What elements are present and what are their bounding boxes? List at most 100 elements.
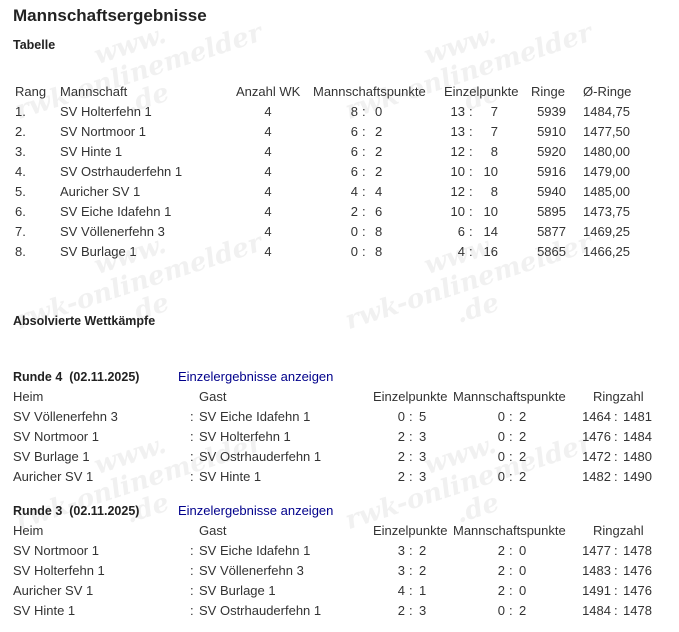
ep-left: 4 bbox=[397, 583, 405, 598]
ringe-cell: 5910 bbox=[537, 124, 566, 139]
ringzahl-home: 1491 bbox=[582, 583, 611, 598]
details-link[interactable]: Einzelergebnisse anzeigen bbox=[178, 369, 334, 384]
mp-left: 0 bbox=[497, 469, 505, 484]
ep-right: 3 bbox=[419, 603, 427, 618]
mp-right: 0 bbox=[519, 583, 527, 598]
rank-cell: 2. bbox=[15, 124, 26, 139]
column-header-gast: Gast bbox=[199, 389, 227, 404]
mp-colon: : bbox=[362, 144, 366, 159]
ep-right: 3 bbox=[419, 469, 427, 484]
team-cell: SV Eiche Idafehn 1 bbox=[60, 204, 172, 219]
ringzahl-home: 1472 bbox=[582, 449, 611, 464]
ep-left: 13 bbox=[450, 104, 465, 119]
mp-left: 6 bbox=[350, 164, 358, 179]
wk-cell: 4 bbox=[264, 144, 272, 159]
guest-team: SV Holterfehn 1 bbox=[199, 429, 291, 444]
column-header: Ringe bbox=[531, 84, 565, 99]
column-header: Anzahl WK bbox=[236, 84, 301, 99]
separator: : bbox=[190, 583, 194, 598]
mp-left: 2 bbox=[497, 583, 505, 598]
ep-right: 1 bbox=[419, 583, 427, 598]
completed-heading: Absolvierte Wettkämpfe bbox=[13, 314, 156, 328]
ringzahl-guest: 1490 bbox=[623, 469, 652, 484]
ep-right: 7 bbox=[490, 124, 498, 139]
column-header-heim: Heim bbox=[13, 389, 44, 404]
mp-right: 2 bbox=[519, 603, 527, 618]
ringzahl-guest: 1481 bbox=[623, 409, 652, 424]
wk-cell: 4 bbox=[264, 104, 272, 119]
home-team: SV Nortmoor 1 bbox=[13, 543, 99, 558]
team-cell: SV Ostrhauderfehn 1 bbox=[60, 164, 183, 179]
ep-left: 2 bbox=[397, 429, 405, 444]
guest-team: SV Hinte 1 bbox=[199, 469, 262, 484]
column-header-ringzahl: Ringzahl bbox=[593, 523, 644, 538]
mp-colon: : bbox=[509, 429, 513, 444]
mp-colon: : bbox=[362, 204, 366, 219]
ringzahl-colon: : bbox=[614, 543, 618, 558]
home-team: SV Holterfehn 1 bbox=[13, 563, 105, 578]
ep-colon: : bbox=[409, 543, 413, 558]
ep-colon: : bbox=[469, 184, 473, 199]
separator: : bbox=[190, 603, 194, 618]
ep-right: 2 bbox=[419, 563, 427, 578]
avg-ringe-cell: 1477,50 bbox=[583, 124, 630, 139]
ringe-cell: 5939 bbox=[537, 104, 566, 119]
ringe-cell: 5865 bbox=[537, 244, 566, 259]
ep-colon: : bbox=[469, 224, 473, 239]
home-team: SV Nortmoor 1 bbox=[13, 429, 99, 444]
ep-left: 3 bbox=[397, 543, 405, 558]
ep-left: 12 bbox=[450, 144, 465, 159]
ep-colon: : bbox=[469, 244, 473, 259]
ep-right: 16 bbox=[483, 244, 498, 259]
separator: : bbox=[190, 449, 194, 464]
mp-colon: : bbox=[509, 469, 513, 484]
mp-right: 2 bbox=[375, 164, 383, 179]
ringzahl-colon: : bbox=[614, 449, 618, 464]
mp-colon: : bbox=[362, 244, 366, 259]
ep-left: 6 bbox=[457, 224, 465, 239]
mp-left: 6 bbox=[350, 144, 358, 159]
ringe-cell: 5920 bbox=[537, 144, 566, 159]
avg-ringe-cell: 1485,00 bbox=[583, 184, 630, 199]
mp-left: 8 bbox=[350, 104, 358, 119]
ep-colon: : bbox=[409, 429, 413, 444]
mp-colon: : bbox=[509, 449, 513, 464]
avg-ringe-cell: 1480,00 bbox=[583, 144, 630, 159]
wk-cell: 4 bbox=[264, 164, 272, 179]
mp-colon: : bbox=[509, 409, 513, 424]
details-link[interactable]: Einzelergebnisse anzeigen bbox=[178, 503, 334, 518]
column-header: Ø-Ringe bbox=[583, 84, 632, 99]
ep-left: 13 bbox=[450, 124, 465, 139]
mp-right: 2 bbox=[375, 124, 383, 139]
column-header-mp: Mannschaftspunkte bbox=[453, 389, 566, 404]
avg-ringe-cell: 1466,25 bbox=[583, 244, 630, 259]
ringzahl-colon: : bbox=[614, 603, 618, 618]
ep-left: 2 bbox=[397, 603, 405, 618]
ringzahl-guest: 1478 bbox=[623, 603, 652, 618]
ringzahl-home: 1483 bbox=[582, 563, 611, 578]
page-title: Mannschaftsergebnisse bbox=[13, 6, 207, 25]
rank-cell: 6. bbox=[15, 204, 26, 219]
rank-cell: 1. bbox=[15, 104, 26, 119]
guest-team: SV Eiche Idafehn 1 bbox=[199, 409, 311, 424]
ringzahl-colon: : bbox=[614, 429, 618, 444]
mp-colon: : bbox=[362, 104, 366, 119]
ep-colon: : bbox=[469, 164, 473, 179]
ep-colon: : bbox=[409, 409, 413, 424]
ep-left: 10 bbox=[450, 204, 465, 219]
ep-left: 2 bbox=[397, 469, 405, 484]
wk-cell: 4 bbox=[264, 224, 272, 239]
ep-right: 7 bbox=[490, 104, 498, 119]
guest-team: SV Eiche Idafehn 1 bbox=[199, 543, 311, 558]
ep-colon: : bbox=[409, 469, 413, 484]
rank-cell: 3. bbox=[15, 144, 26, 159]
ep-colon: : bbox=[409, 603, 413, 618]
ep-right: 10 bbox=[483, 204, 498, 219]
ringzahl-home: 1476 bbox=[582, 429, 611, 444]
column-header-ep: Einzelpunkte bbox=[373, 523, 448, 538]
column-header: Mannschaft bbox=[60, 84, 128, 99]
mp-right: 0 bbox=[375, 104, 383, 119]
avg-ringe-cell: 1469,25 bbox=[583, 224, 630, 239]
ep-colon: : bbox=[469, 104, 473, 119]
